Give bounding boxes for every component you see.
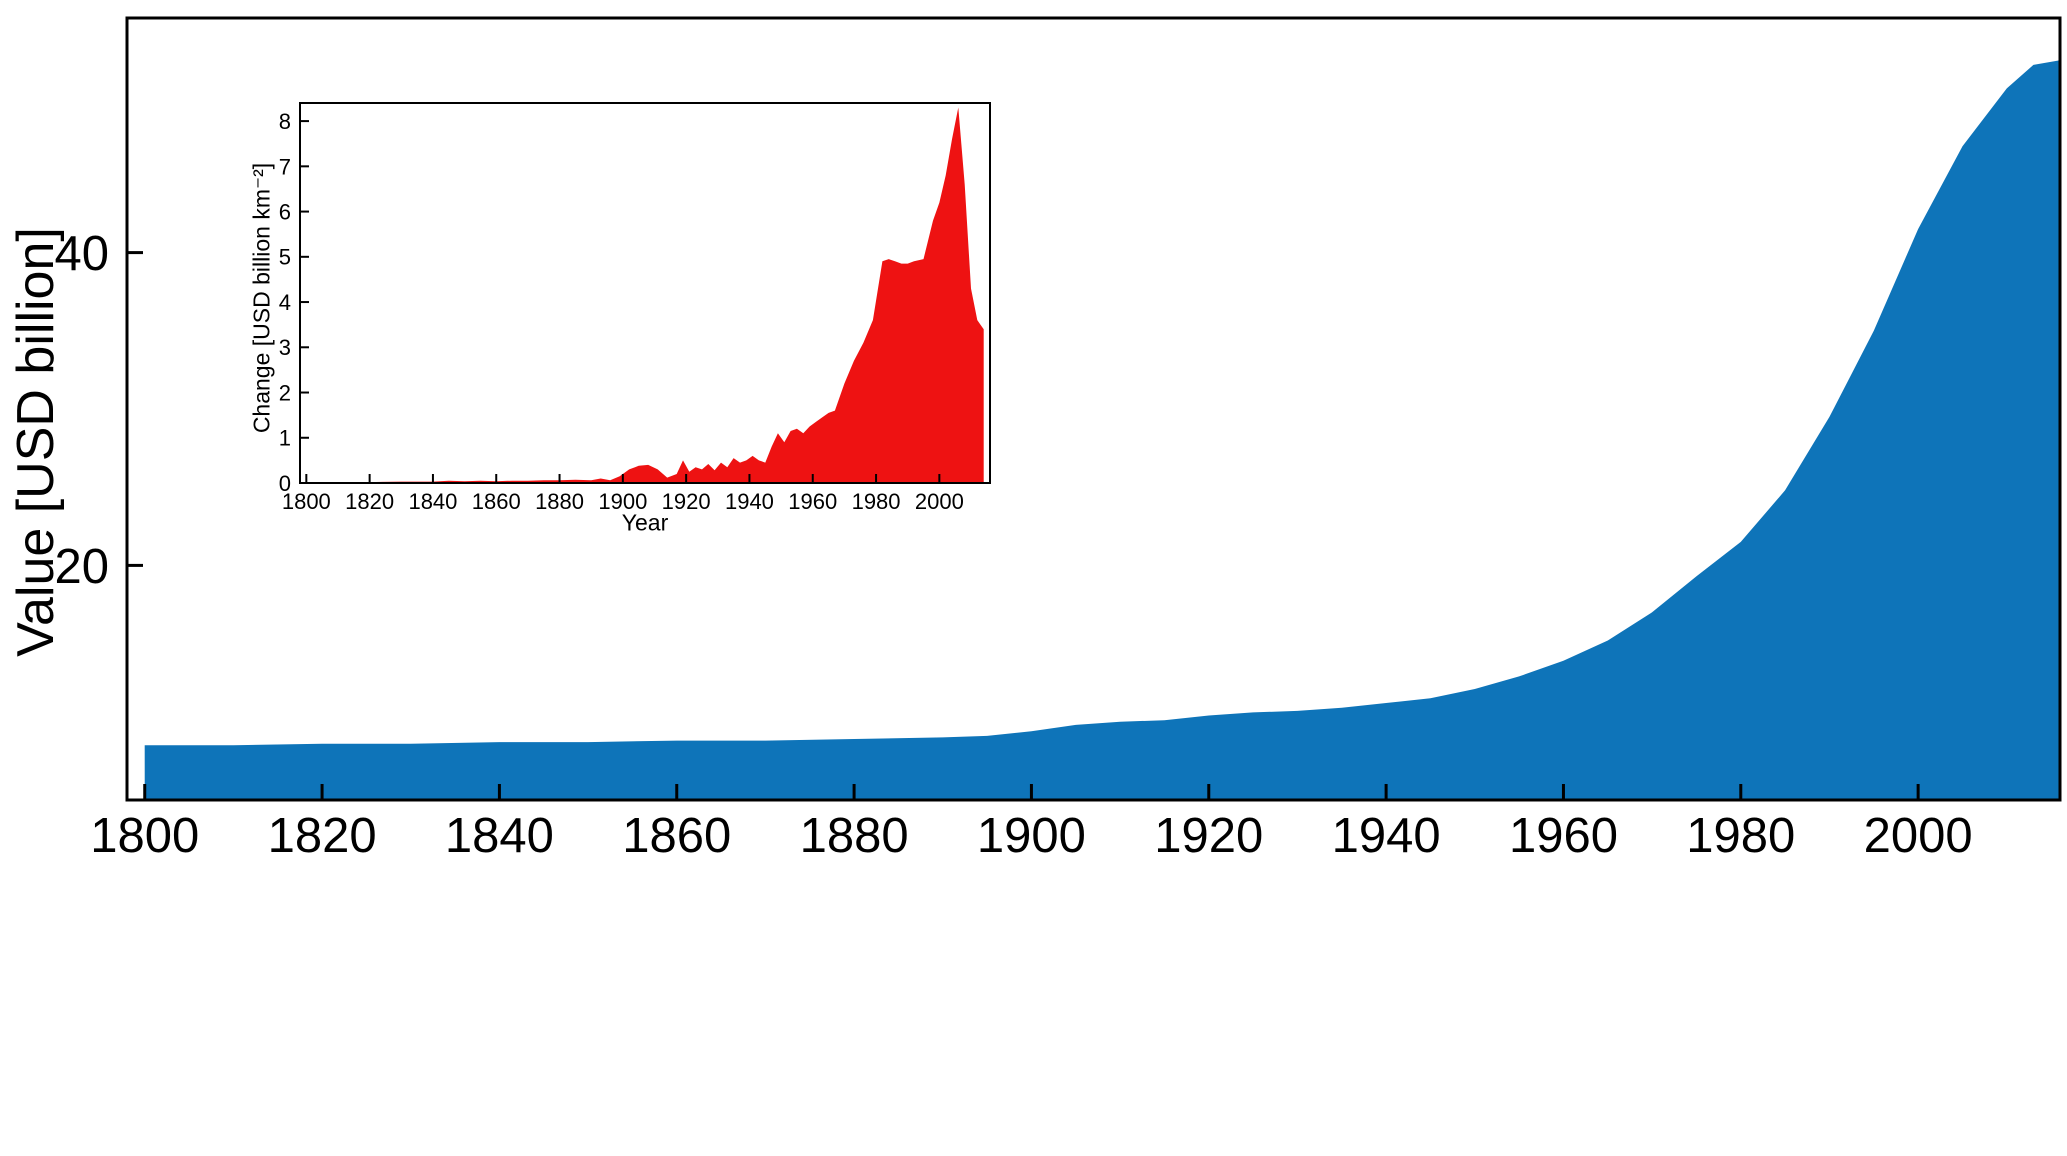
y-tick-label-inset: 2 (279, 380, 291, 405)
x-tick-label-main: 1960 (1509, 809, 1618, 863)
x-tick-label-inset: 1900 (598, 489, 647, 514)
x-tick-label-inset: 1800 (282, 489, 331, 514)
x-tick-label-main: 1800 (90, 809, 199, 863)
x-tick-label-main: 1920 (1154, 809, 1263, 863)
y-tick-label-inset: 0 (279, 471, 291, 496)
x-tick-label-main: 1900 (977, 809, 1086, 863)
x-tick-label-main: 1840 (445, 809, 554, 863)
y-tick-label-main: 20 (54, 540, 109, 594)
area-series-inset (306, 107, 984, 483)
y-tick-label-inset: 8 (279, 109, 291, 134)
y-tick-label-inset: 7 (279, 154, 291, 179)
x-tick-label-inset: 1940 (725, 489, 774, 514)
inset-y-axis-label: Change [USD billion km⁻²] (248, 162, 275, 434)
x-tick-label-main: 2000 (1864, 809, 1973, 863)
y-tick-label-main: 40 (54, 227, 109, 281)
x-tick-label-inset: 1980 (852, 489, 901, 514)
x-tick-label-inset: 1880 (535, 489, 584, 514)
x-tick-label-main: 1820 (268, 809, 377, 863)
x-tick-label-inset: 1840 (408, 489, 457, 514)
area-series-main (144, 60, 2061, 800)
x-tick-label-inset: 1920 (662, 489, 711, 514)
y-tick-label-inset: 6 (279, 199, 291, 224)
y-tick-label-inset: 4 (279, 290, 291, 315)
y-tick-label-inset: 3 (279, 335, 291, 360)
x-tick-label-main: 1860 (622, 809, 731, 863)
x-tick-label-inset: 2000 (915, 489, 964, 514)
x-tick-label-main: 1940 (1332, 809, 1441, 863)
y-tick-label-inset: 1 (279, 426, 291, 451)
plot-frame-main (125, 16, 2062, 802)
plot-frame-inset (299, 102, 991, 484)
x-tick-label-inset: 1860 (472, 489, 521, 514)
x-tick-label-main: 1980 (1686, 809, 1795, 863)
inset-x-axis-label: Year (621, 509, 669, 536)
x-tick-label-inset: 1820 (345, 489, 394, 514)
x-tick-label-main: 1880 (800, 809, 909, 863)
y-tick-label-inset: 5 (279, 245, 291, 270)
x-tick-label-inset: 1960 (788, 489, 837, 514)
